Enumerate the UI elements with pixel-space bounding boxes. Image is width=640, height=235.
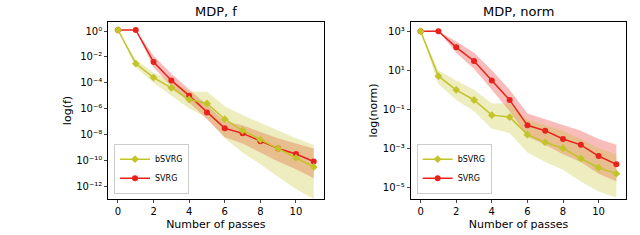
svg-text:10⁻⁵: 10⁻⁵ <box>383 182 405 193</box>
svg-text:10¹: 10¹ <box>388 65 405 76</box>
svg-text:8: 8 <box>560 206 566 217</box>
svg-text:10: 10 <box>592 206 605 217</box>
svg-text:2: 2 <box>150 206 156 217</box>
svg-text:10⁻¹²: 10⁻¹² <box>76 181 102 192</box>
svg-text:MDP, f: MDP, f <box>195 4 237 19</box>
svg-text:4: 4 <box>186 206 192 217</box>
svg-text:10³: 10³ <box>388 26 405 37</box>
svg-text:log(norm): log(norm) <box>367 83 380 137</box>
svg-text:6: 6 <box>222 206 228 217</box>
svg-text:bSVRG: bSVRG <box>458 155 485 164</box>
svg-text:10⁻¹: 10⁻¹ <box>383 104 405 115</box>
svg-text:6: 6 <box>524 206 530 217</box>
svg-text:10⁻⁶: 10⁻⁶ <box>80 103 102 114</box>
svg-text:0: 0 <box>115 206 121 217</box>
svg-text:10: 10 <box>290 206 303 217</box>
svg-text:0: 0 <box>417 206 423 217</box>
svg-text:10⁻²: 10⁻² <box>80 51 102 62</box>
svg-text:10⁰: 10⁰ <box>85 26 102 37</box>
svg-text:8: 8 <box>257 206 263 217</box>
svg-text:Number of passes: Number of passes <box>469 218 569 231</box>
svg-text:10⁻¹⁰: 10⁻¹⁰ <box>76 155 102 166</box>
svg-text:2: 2 <box>453 206 459 217</box>
svg-text:bSVRG: bSVRG <box>155 155 182 164</box>
svg-text:Number of passes: Number of passes <box>166 218 266 231</box>
svg-text:4: 4 <box>489 206 495 217</box>
svg-text:SVRG: SVRG <box>458 174 480 183</box>
svg-text:10⁻⁸: 10⁻⁸ <box>80 129 102 140</box>
svg-text:10⁻⁴: 10⁻⁴ <box>80 77 102 88</box>
svg-text:MDP, norm: MDP, norm <box>483 4 554 19</box>
svg-text:10⁻³: 10⁻³ <box>383 143 405 154</box>
svg-text:SVRG: SVRG <box>155 174 177 183</box>
svg-text:log(f): log(f) <box>61 96 74 125</box>
